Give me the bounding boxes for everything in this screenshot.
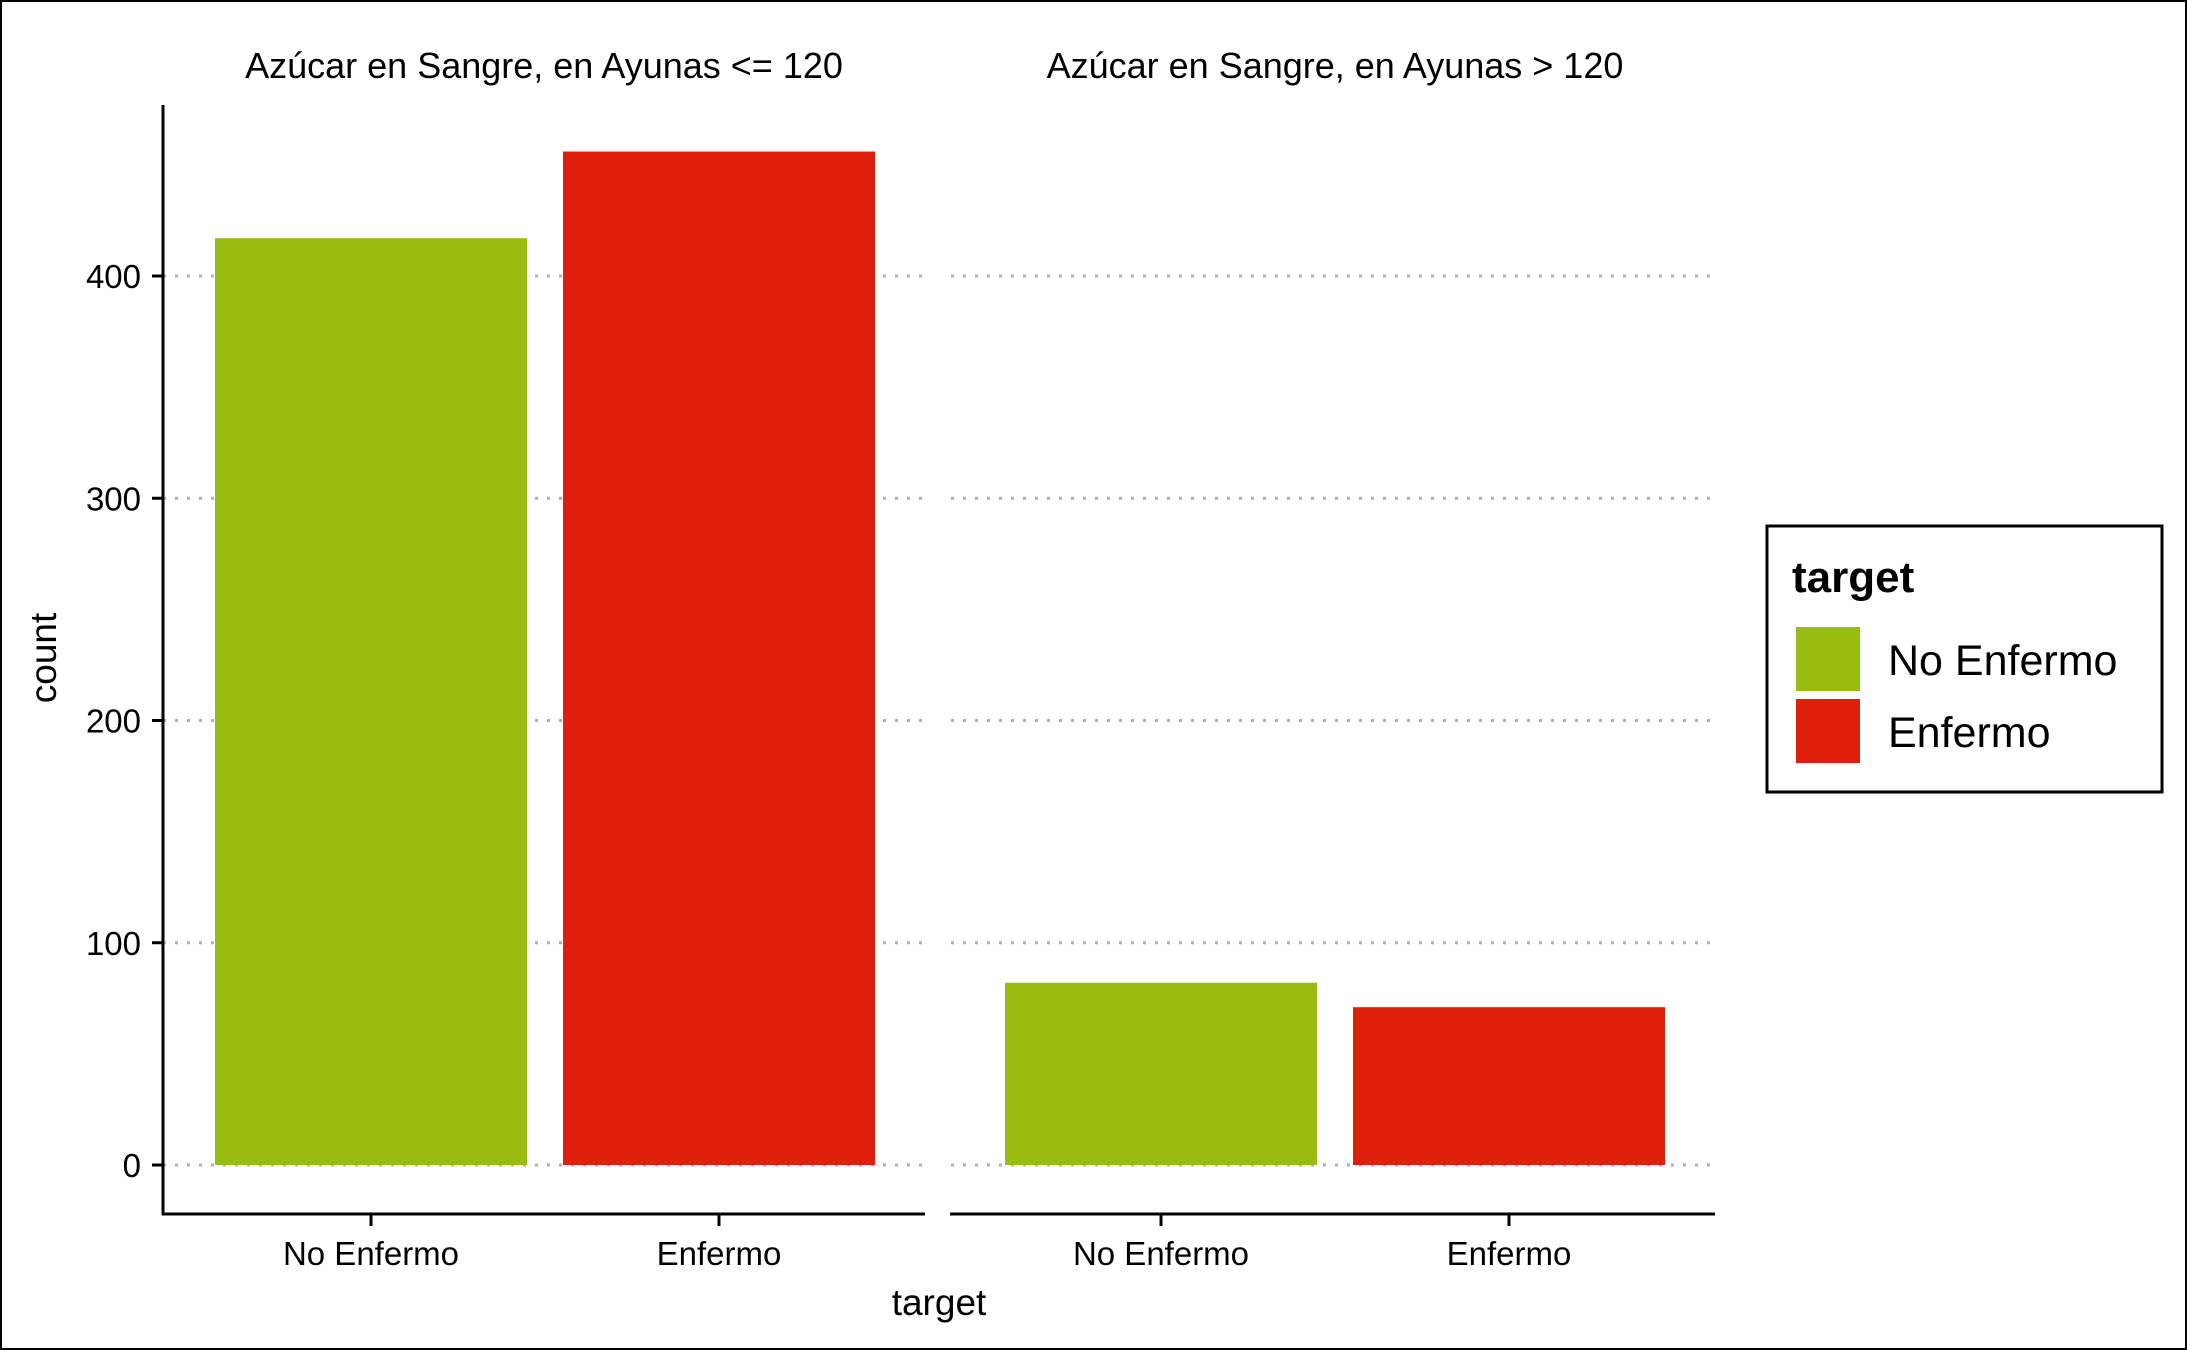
y-axis-title: count <box>23 612 64 703</box>
y-tick-label-200: 200 <box>86 703 141 740</box>
axis-layer <box>152 105 1715 1226</box>
bar-panel-1-no-enfermo <box>215 238 527 1165</box>
legend-label-no-enfermo: No Enfermo <box>1888 637 2117 685</box>
bar-panel-2-no-enfermo <box>1005 982 1317 1165</box>
bar-panel-1-enfermo <box>563 151 875 1166</box>
panel-title-2: Azúcar en Sangre, en Ayunas > 120 <box>1047 45 1624 86</box>
y-tick-label-0: 0 <box>123 1147 141 1184</box>
label-layer: 0 100 200 300 400 Azúcar en Sangre, en Ayunas… <box>86 45 1623 1272</box>
x-tick-label-panel-1-no-enfermo: No Enfermo <box>283 1235 459 1272</box>
x-axis-title: target <box>892 1282 987 1323</box>
y-tick-label-400: 400 <box>86 258 141 295</box>
x-tick-label-panel-2-enfermo: Enfermo <box>1447 1235 1572 1272</box>
legend-label-enfermo: Enfermo <box>1888 709 2051 757</box>
bar-layer <box>215 151 1665 1166</box>
x-tick-label-panel-2-no-enfermo: No Enfermo <box>1073 1235 1249 1272</box>
legend-swatch-no-enfermo <box>1796 627 1860 691</box>
legend: target No Enfermo Enfermo <box>1765 524 2164 794</box>
bar-panel-2-enfermo <box>1353 1007 1665 1165</box>
panel-title-1: Azúcar en Sangre, en Ayunas <= 120 <box>245 45 843 86</box>
legend-swatch-enfermo <box>1796 699 1860 763</box>
x-tick-label-panel-1-enfermo: Enfermo <box>657 1235 782 1272</box>
y-tick-label-100: 100 <box>86 925 141 962</box>
legend-title: target <box>1792 553 1915 602</box>
y-tick-label-300: 300 <box>86 480 141 517</box>
